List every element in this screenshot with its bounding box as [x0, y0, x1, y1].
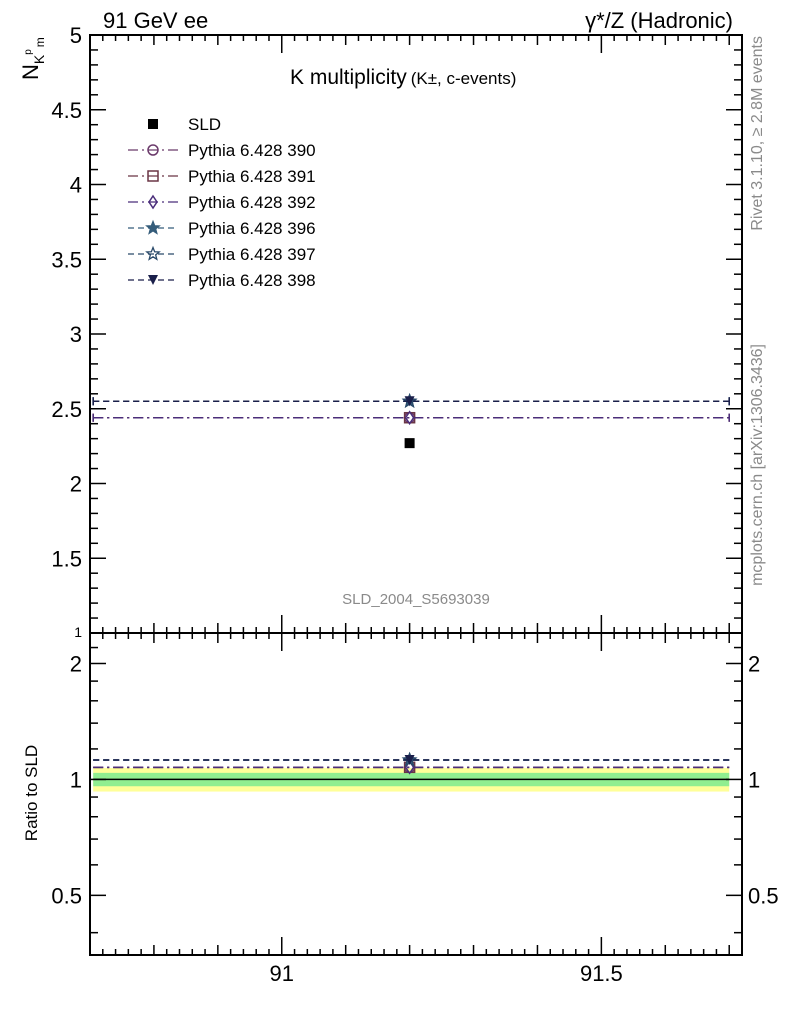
legend-marker-4	[145, 219, 161, 235]
y-tick-label: 4	[70, 173, 82, 198]
mcplots-label: mcplots.cern.ch [arXiv:1306.3436]	[749, 344, 766, 586]
ratio-y-axis-label: Ratio to SLD	[22, 745, 41, 841]
ratio-y-tick-label-right: 1	[748, 767, 760, 792]
legend-marker-1	[147, 144, 159, 156]
chart-title-sub: (K±, c-events)	[411, 69, 517, 88]
axis-tick-labels: 1 1.5 2 2.5 3 3.5 4 4.5 5 91 91.5 0.5 0.5 1 1 2 2	[51, 23, 778, 986]
header-left: 91 GeV ee	[103, 8, 208, 33]
legend-marker-5	[145, 245, 161, 261]
y-tick-label: 3	[70, 322, 82, 347]
y-axis-label-sub2: m	[33, 37, 47, 47]
ratio-point-2	[404, 759, 415, 775]
analysis-id-label: SLD_2004_S5693039	[342, 591, 490, 608]
y-tick-label: 3.5	[51, 247, 82, 272]
legend-marker-2	[147, 170, 159, 182]
chart-title: K multiplicity (K±, c-events)	[290, 66, 516, 89]
legend: SLD Pythia 6.428 390 Pythia 6.428 391 Pythi…	[128, 115, 316, 290]
ratio-y-tick-label: 1	[70, 767, 82, 792]
legend-marker-6	[148, 275, 158, 285]
ratio-point-5	[404, 755, 415, 766]
y-tick-label: 5	[70, 23, 82, 48]
y-tick-label: 4.5	[51, 98, 82, 123]
rivet-label: Rivet 3.1.10, ≥ 2.8M events	[749, 36, 766, 231]
ratio-bands	[93, 768, 730, 792]
y-tick-label: 1.5	[51, 546, 82, 571]
legend-label-0: SLD	[188, 115, 221, 134]
legend-label-1: Pythia 6.428 390	[188, 141, 316, 160]
legend-label-3: Pythia 6.428 392	[188, 193, 316, 212]
ratio-plot-frame	[89, 632, 743, 956]
data-point-3	[404, 410, 415, 426]
y-axis-label-main: N	[18, 64, 43, 80]
axis-ticks	[89, 34, 743, 955]
ratio-y-tick-label-right: 2	[748, 651, 760, 676]
ratio-series-group	[93, 751, 730, 775]
legend-marker-3	[148, 194, 158, 210]
legend-label-6: Pythia 6.428 398	[188, 271, 316, 290]
ratio-y-tick-label-right: 0.5	[748, 883, 779, 908]
y-axis-label-sub: K	[31, 54, 47, 64]
data-point-6	[404, 396, 415, 407]
data-point-0	[404, 438, 415, 449]
x-tick-label: 91	[270, 961, 294, 986]
y-tick-label: 2	[70, 472, 82, 497]
ratio-y-tick-label: 0.5	[51, 883, 82, 908]
x-tick-label: 91.5	[580, 961, 623, 986]
y-tick-label: 1	[74, 624, 82, 640]
chart-title-main: K multiplicity	[290, 66, 407, 89]
y-axis-label: NKpm	[18, 37, 47, 80]
legend-label-5: Pythia 6.428 397	[188, 245, 316, 264]
y-axis-label-sup: p	[23, 49, 34, 55]
y-tick-label: 2.5	[51, 397, 82, 422]
legend-label-4: Pythia 6.428 396	[188, 219, 316, 238]
legend-marker-0	[148, 119, 158, 129]
header-right: γ*/Z (Hadronic)	[585, 8, 733, 33]
ratio-y-tick-label: 2	[70, 651, 82, 676]
legend-label-2: Pythia 6.428 391	[188, 167, 316, 186]
series-group	[92, 392, 730, 449]
